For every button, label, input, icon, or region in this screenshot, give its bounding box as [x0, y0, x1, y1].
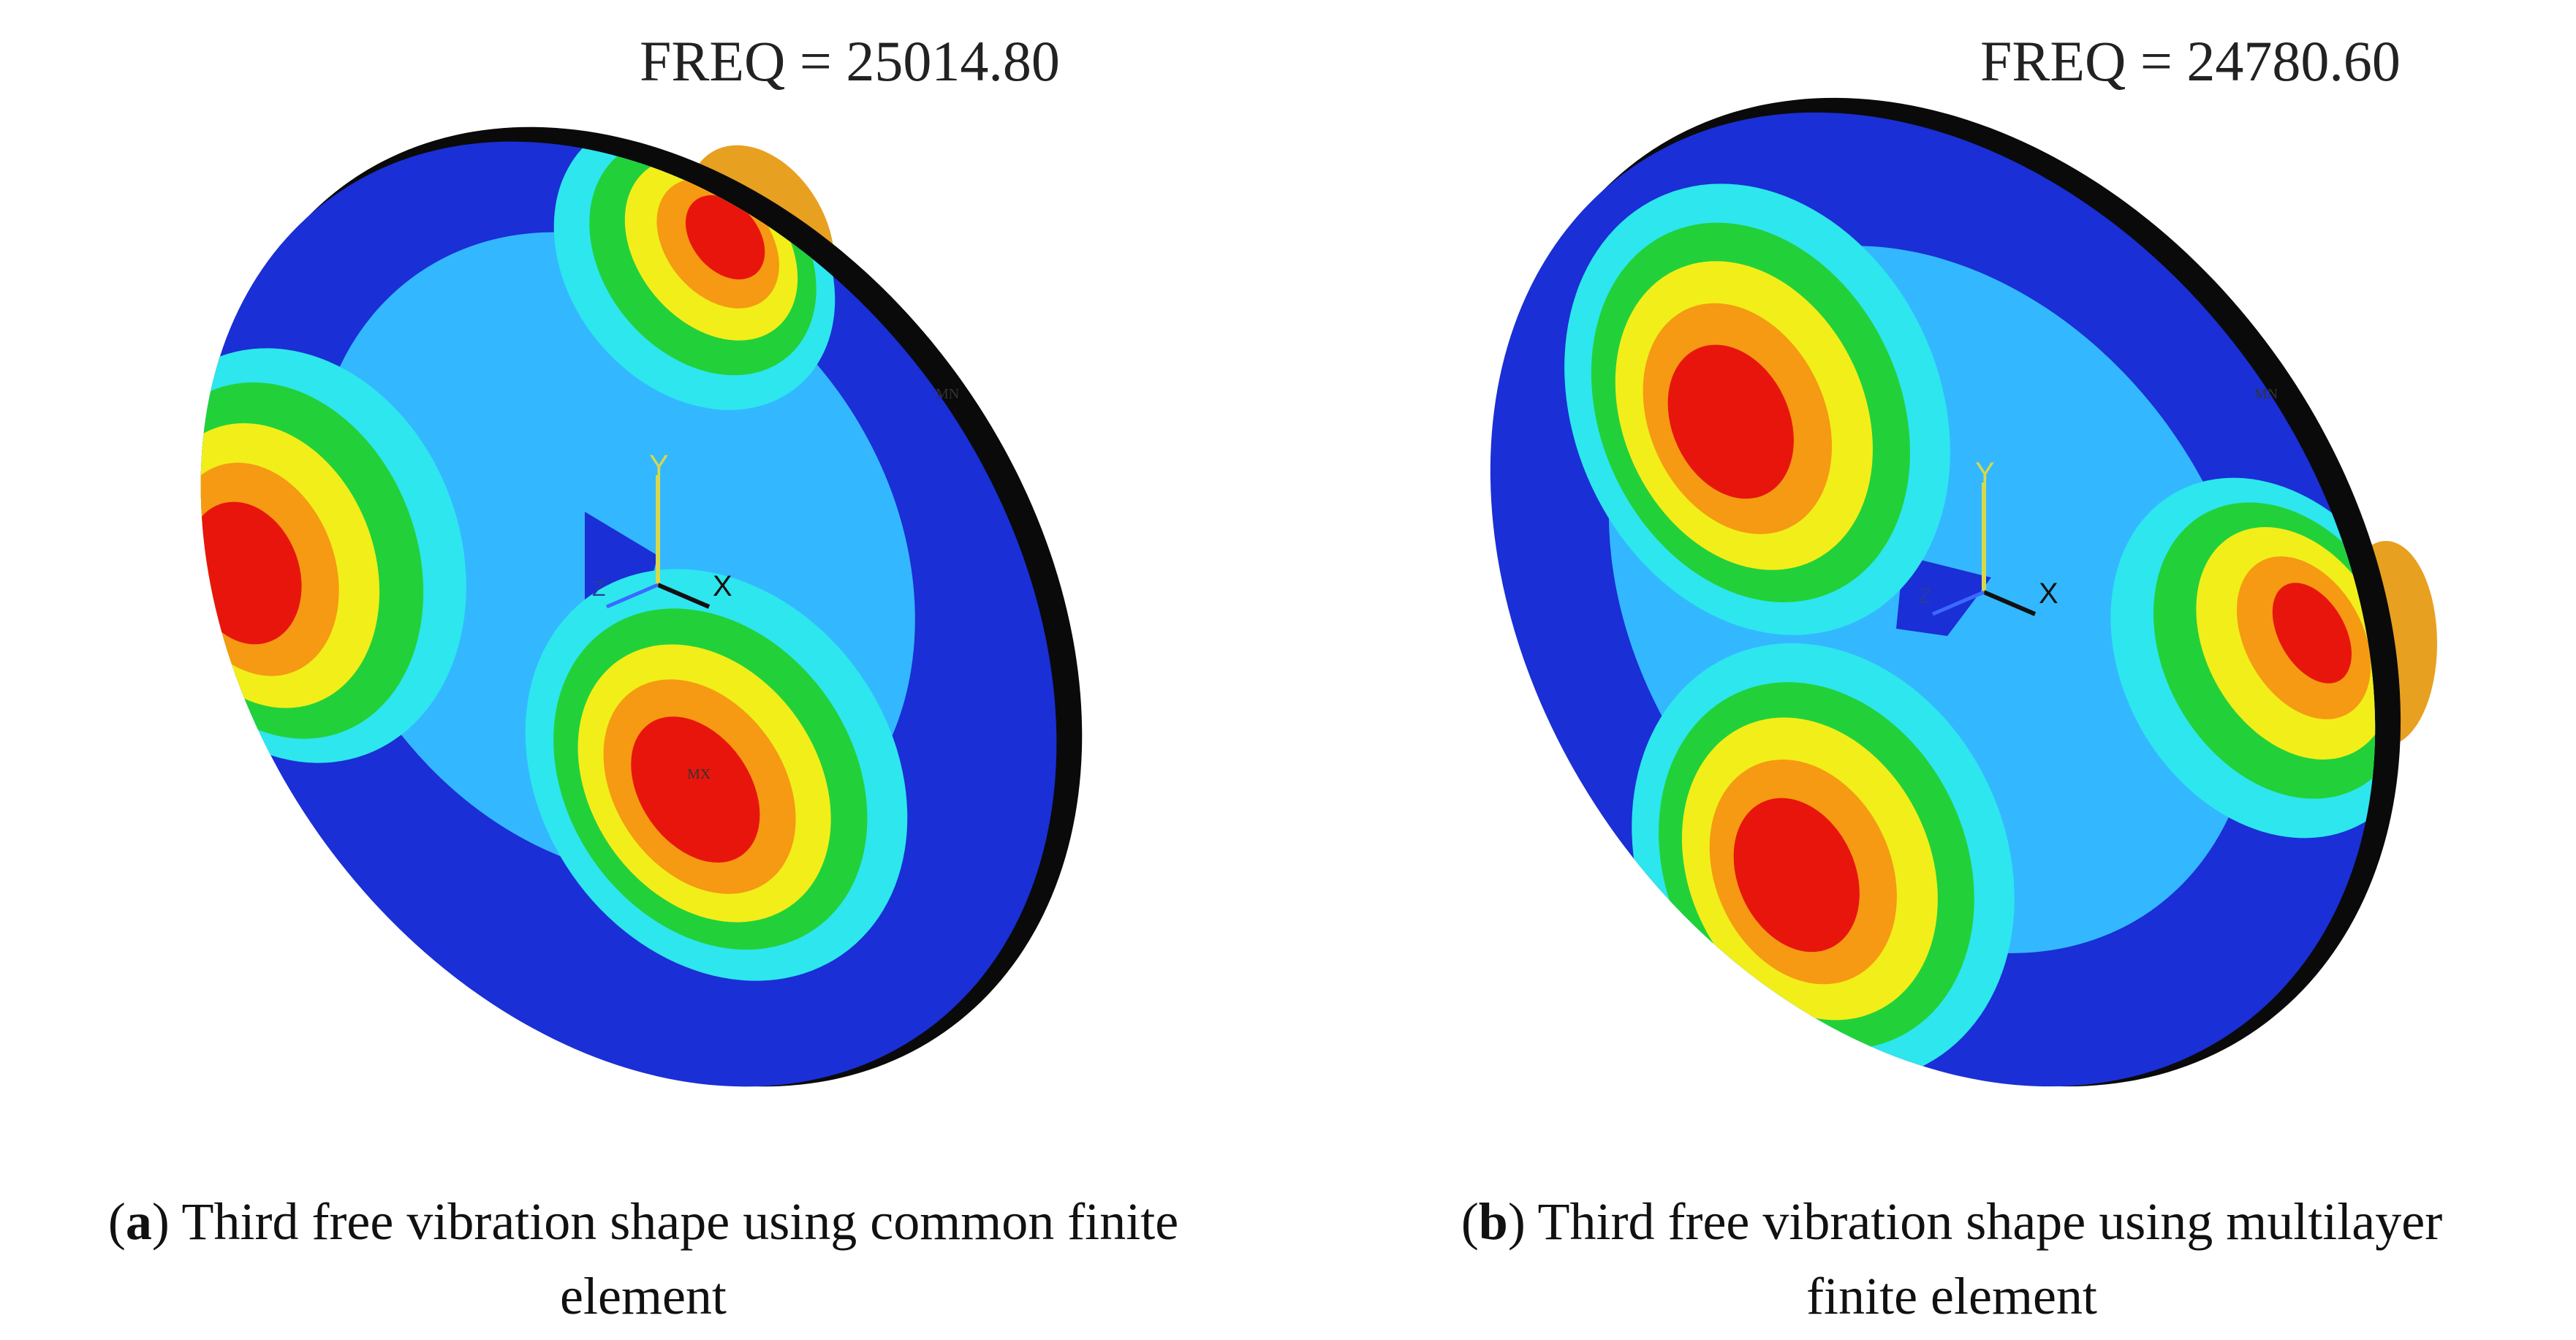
panel-a-plot: Y X Z MX MN FREQ = 25014.80	[118, 29, 1083, 1087]
axis-triad: Y X Z	[1918, 457, 2058, 616]
lobe-bottom-right	[525, 569, 908, 981]
caption-letter: b	[1478, 1192, 1508, 1251]
axis-z-label: Z	[592, 577, 605, 601]
axis-y-label: Y	[1975, 457, 1995, 489]
axis-x-label: X	[2039, 578, 2058, 610]
axis-y-label: Y	[649, 450, 669, 482]
axis-triad: Y X Z	[592, 450, 732, 609]
mx-tag: MX	[687, 766, 711, 782]
caption-b: (b) Third free vibration shape using mul…	[1352, 1184, 2551, 1333]
axis-z-label: Z	[1918, 584, 1931, 608]
caption-line1: Third free vibration shape using multila…	[1525, 1192, 2443, 1251]
freq-label: FREQ = 25014.80	[640, 29, 1060, 93]
axis-x-label: X	[713, 570, 732, 602]
center-patch	[1896, 556, 1991, 636]
freq-label: FREQ = 24780.60	[1980, 29, 2401, 93]
mn-tag: MN	[2254, 386, 2278, 402]
lobe-top-left	[1564, 183, 1950, 635]
lobe-right	[2110, 477, 2428, 839]
caption-line2: finite element	[1806, 1267, 2097, 1325]
caption-line1: Third free vibration shape using common …	[169, 1192, 1179, 1251]
mn-tag: MN	[936, 386, 959, 402]
panel-b-plot: Y X Z MN FREQ = 24780.60	[1490, 29, 2437, 1087]
caption-line2: element	[560, 1267, 727, 1325]
caption-letter: a	[125, 1192, 152, 1251]
caption-a: (a) Third free vibration shape using com…	[29, 1184, 1257, 1333]
